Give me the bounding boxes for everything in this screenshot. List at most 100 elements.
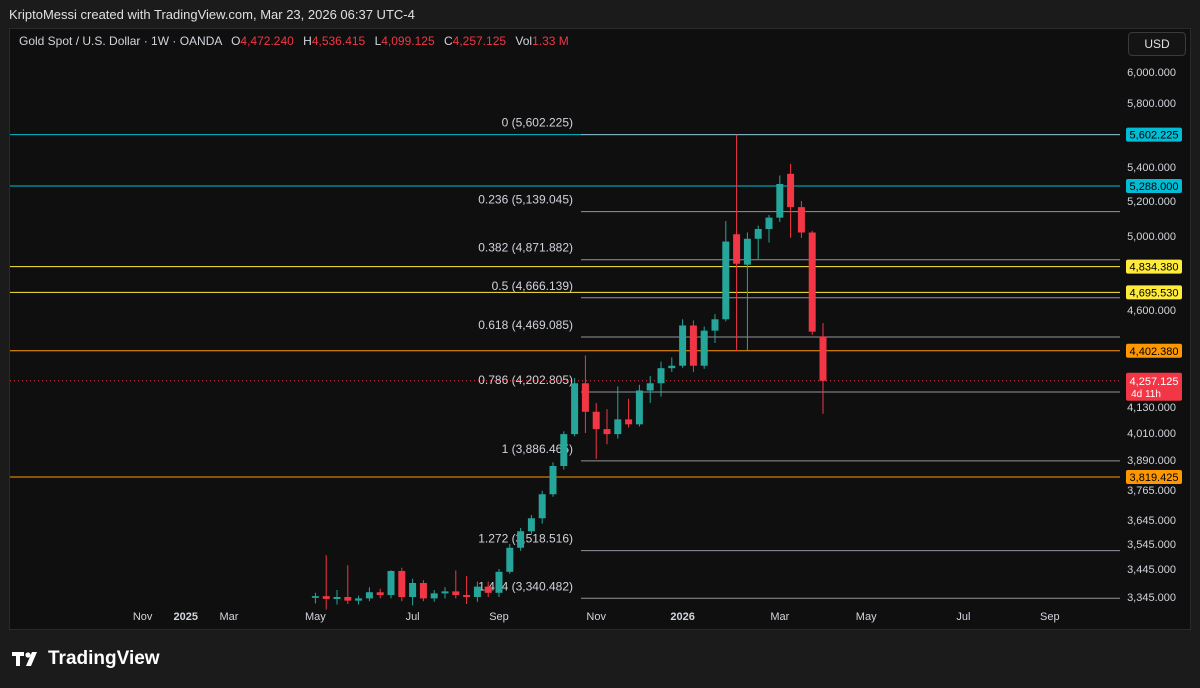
candle-body: [322, 596, 330, 599]
candle-body: [473, 586, 481, 597]
candle-body: [819, 336, 827, 381]
x-axis-tick-label: Jul: [406, 611, 420, 623]
volume-label: Vol: [515, 34, 533, 48]
candle-body: [463, 595, 471, 597]
candle-body: [571, 383, 579, 435]
high-value: 4,536.415: [311, 34, 366, 48]
tradingview-logo: TradingView: [12, 648, 160, 670]
candle-body: [679, 325, 687, 366]
x-axis-tick-label: Nov: [133, 611, 153, 623]
y-axis-tick-label: 4,010.000: [1127, 428, 1176, 440]
price-tag: [1126, 179, 1182, 194]
candle-body: [614, 419, 622, 435]
candle-body: [495, 571, 503, 593]
y-axis-tick-label: 3,765.000: [1127, 485, 1176, 497]
candle-body: [355, 598, 363, 601]
volume-value: 1.33 M: [532, 34, 569, 48]
close-label: C: [443, 34, 453, 48]
y-axis-tick-label: 3,645.000: [1127, 515, 1176, 527]
candle-body: [538, 494, 546, 519]
x-axis-tick-label: Sep: [1040, 611, 1060, 623]
close-value: 4,257.125: [452, 34, 507, 48]
x-axis-tick-label: May: [305, 611, 326, 623]
last-price-label: 4,257.125: [1130, 376, 1179, 388]
fib-level-label: 0.382 (4,871.882): [478, 241, 573, 255]
candle-body: [808, 232, 816, 332]
author-credit: KriptoMessi created with TradingView.com…: [9, 7, 415, 22]
price-tag-label: 4,834.380: [1130, 262, 1179, 274]
candle-body: [765, 217, 773, 229]
price-tag-label: 4,402.380: [1130, 346, 1179, 358]
candle-body: [365, 592, 373, 599]
fib-level-label: 0.618 (4,469.085): [478, 318, 573, 332]
low-label: L: [374, 34, 382, 48]
y-axis-tick-label: 5,200.000: [1127, 196, 1176, 208]
y-axis-tick-label: 5,400.000: [1127, 162, 1176, 174]
x-axis-tick-label: Mar: [770, 611, 789, 623]
y-axis-tick-label: 3,545.000: [1127, 539, 1176, 551]
y-axis-tick-label: 5,000.000: [1127, 231, 1176, 243]
chart-pane[interactable]: [9, 28, 1191, 630]
candle-body: [376, 592, 384, 596]
price-tag: [1126, 259, 1182, 274]
candle-body: [344, 597, 352, 601]
candle-body: [484, 586, 492, 593]
candle-body: [387, 570, 395, 596]
fib-level-label: 0.5 (4,666.139): [492, 279, 573, 293]
last-price-tag: [1126, 372, 1182, 401]
x-axis-tick-label: May: [856, 611, 877, 623]
price-tag: [1126, 469, 1182, 484]
candle-body: [668, 365, 676, 369]
y-axis-tick-label: 3,345.000: [1127, 592, 1176, 604]
fib-level-label: 0 (5,602.225): [502, 116, 573, 130]
top-bar: KriptoMessi created with TradingView.com…: [0, 0, 1200, 28]
x-axis-tick-label: Jul: [956, 611, 970, 623]
x-axis-tick-label: Mar: [220, 611, 239, 623]
fib-level-label: 1.414 (3,340.482): [478, 579, 573, 593]
candle-body: [452, 591, 460, 596]
price-tag-label: 4,695.530: [1130, 287, 1179, 299]
candle-body: [733, 234, 741, 264]
open-label: O: [231, 34, 241, 48]
candle-body: [657, 368, 665, 384]
candle-body: [419, 583, 427, 599]
tradingview-logo-icon: [12, 652, 37, 666]
candle-body: [398, 570, 406, 597]
high-label: H: [303, 34, 312, 48]
candle-body: [625, 419, 633, 425]
x-axis-tick-label: Nov: [586, 611, 606, 623]
low-value: 4,099.125: [381, 34, 435, 48]
y-axis-tick-label: 4,130.000: [1127, 402, 1176, 414]
x-axis-tick-label: 2026: [670, 611, 694, 623]
currency-button[interactable]: USD: [1128, 32, 1186, 56]
price-tag: [1126, 285, 1182, 300]
candle-body: [560, 434, 568, 466]
candle-body: [776, 184, 784, 218]
x-axis-tick-label: Sep: [489, 611, 509, 623]
candle-body: [754, 229, 762, 239]
candle-body: [311, 596, 319, 598]
price-tag: [1126, 127, 1182, 142]
y-axis-tick-label: 6,000.000: [1127, 67, 1176, 79]
candle-body: [603, 429, 611, 435]
candle-body: [700, 330, 708, 366]
symbol-title: Gold Spot / U.S. Dollar · 1W · OANDA: [19, 34, 222, 48]
price-tag-label: 3,819.425: [1130, 472, 1179, 484]
bar-countdown-label: 4d 11h: [1131, 389, 1161, 400]
price-tag-label: 5,288.000: [1130, 181, 1179, 193]
candle-body: [743, 238, 751, 265]
candle-body: [517, 531, 525, 548]
candle-body: [689, 325, 697, 366]
open-value: 4,472.240: [240, 34, 294, 48]
candle-body: [635, 390, 643, 425]
fib-level-label: 1 (3,886.465): [502, 442, 573, 456]
y-axis-tick-label: 5,800.000: [1127, 98, 1176, 110]
price-tag-label: 5,602.225: [1130, 130, 1179, 142]
x-axis-tick-label: 2025: [174, 611, 198, 623]
candle-body: [797, 207, 805, 233]
candle-body: [506, 547, 514, 572]
candle-body: [592, 411, 600, 430]
candle-body: [430, 593, 438, 599]
candle-body: [581, 383, 589, 412]
